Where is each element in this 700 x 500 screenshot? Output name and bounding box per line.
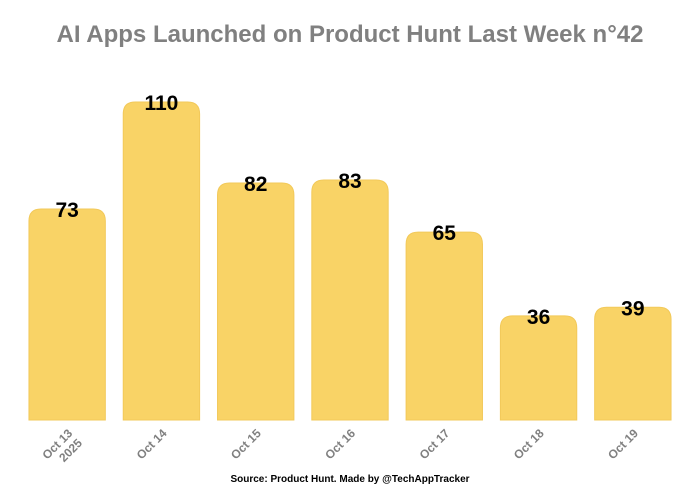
source-note: Source: Product Hunt. Made by @TechAppTr… (230, 474, 469, 485)
bar-1 (28, 208, 106, 421)
x-tick-label-line: Oct 14 (134, 426, 170, 462)
x-tick-label-7: Oct 19 (605, 426, 641, 462)
bar-value-label-6: 36 (527, 306, 550, 329)
bar-2 (122, 101, 201, 421)
bar-5 (405, 231, 483, 421)
x-tick-label-3: Oct 15 (228, 426, 264, 462)
x-tick-label-1: Oct 132025 (39, 426, 85, 472)
bar-value-label-5: 65 (433, 222, 457, 245)
x-tick-label-line: Oct 16 (322, 426, 358, 462)
x-tick-label-4: Oct 16 (322, 426, 358, 462)
value-labels-layer: 73 110 82 83 65 36 39 (55, 92, 644, 329)
x-tick-label-line: Oct 15 (228, 426, 264, 462)
bar-value-label-1: 73 (55, 199, 78, 222)
bar-7 (594, 306, 672, 421)
bar-value-label-7: 39 (621, 297, 644, 320)
chart-title: AI Apps Launched on Product Hunt Last We… (57, 21, 644, 48)
bar-3 (217, 182, 295, 421)
x-tick-label-line: Oct 19 (605, 426, 641, 462)
x-tick-label-2: Oct 14 (134, 426, 170, 462)
x-tick-label-5: Oct 17 (417, 426, 453, 462)
bar-value-label-4: 83 (338, 170, 361, 193)
x-tick-label-6: Oct 18 (511, 426, 547, 462)
bars-layer (28, 101, 672, 421)
bar-value-label-3: 82 (244, 173, 267, 196)
x-axis-tick-labels: Oct 132025 Oct 14 Oct 15 Oct 16 Oct 17 Oct 18… (39, 426, 641, 472)
x-tick-label-line: Oct 17 (417, 426, 453, 462)
x-tick-label-line: Oct 18 (511, 426, 547, 462)
bar-4 (311, 179, 389, 421)
bar-value-label-2: 110 (144, 92, 178, 115)
bar-6 (499, 315, 578, 421)
